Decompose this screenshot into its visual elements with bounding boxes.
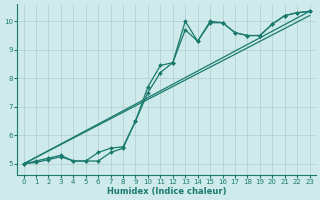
X-axis label: Humidex (Indice chaleur): Humidex (Indice chaleur) <box>107 187 226 196</box>
